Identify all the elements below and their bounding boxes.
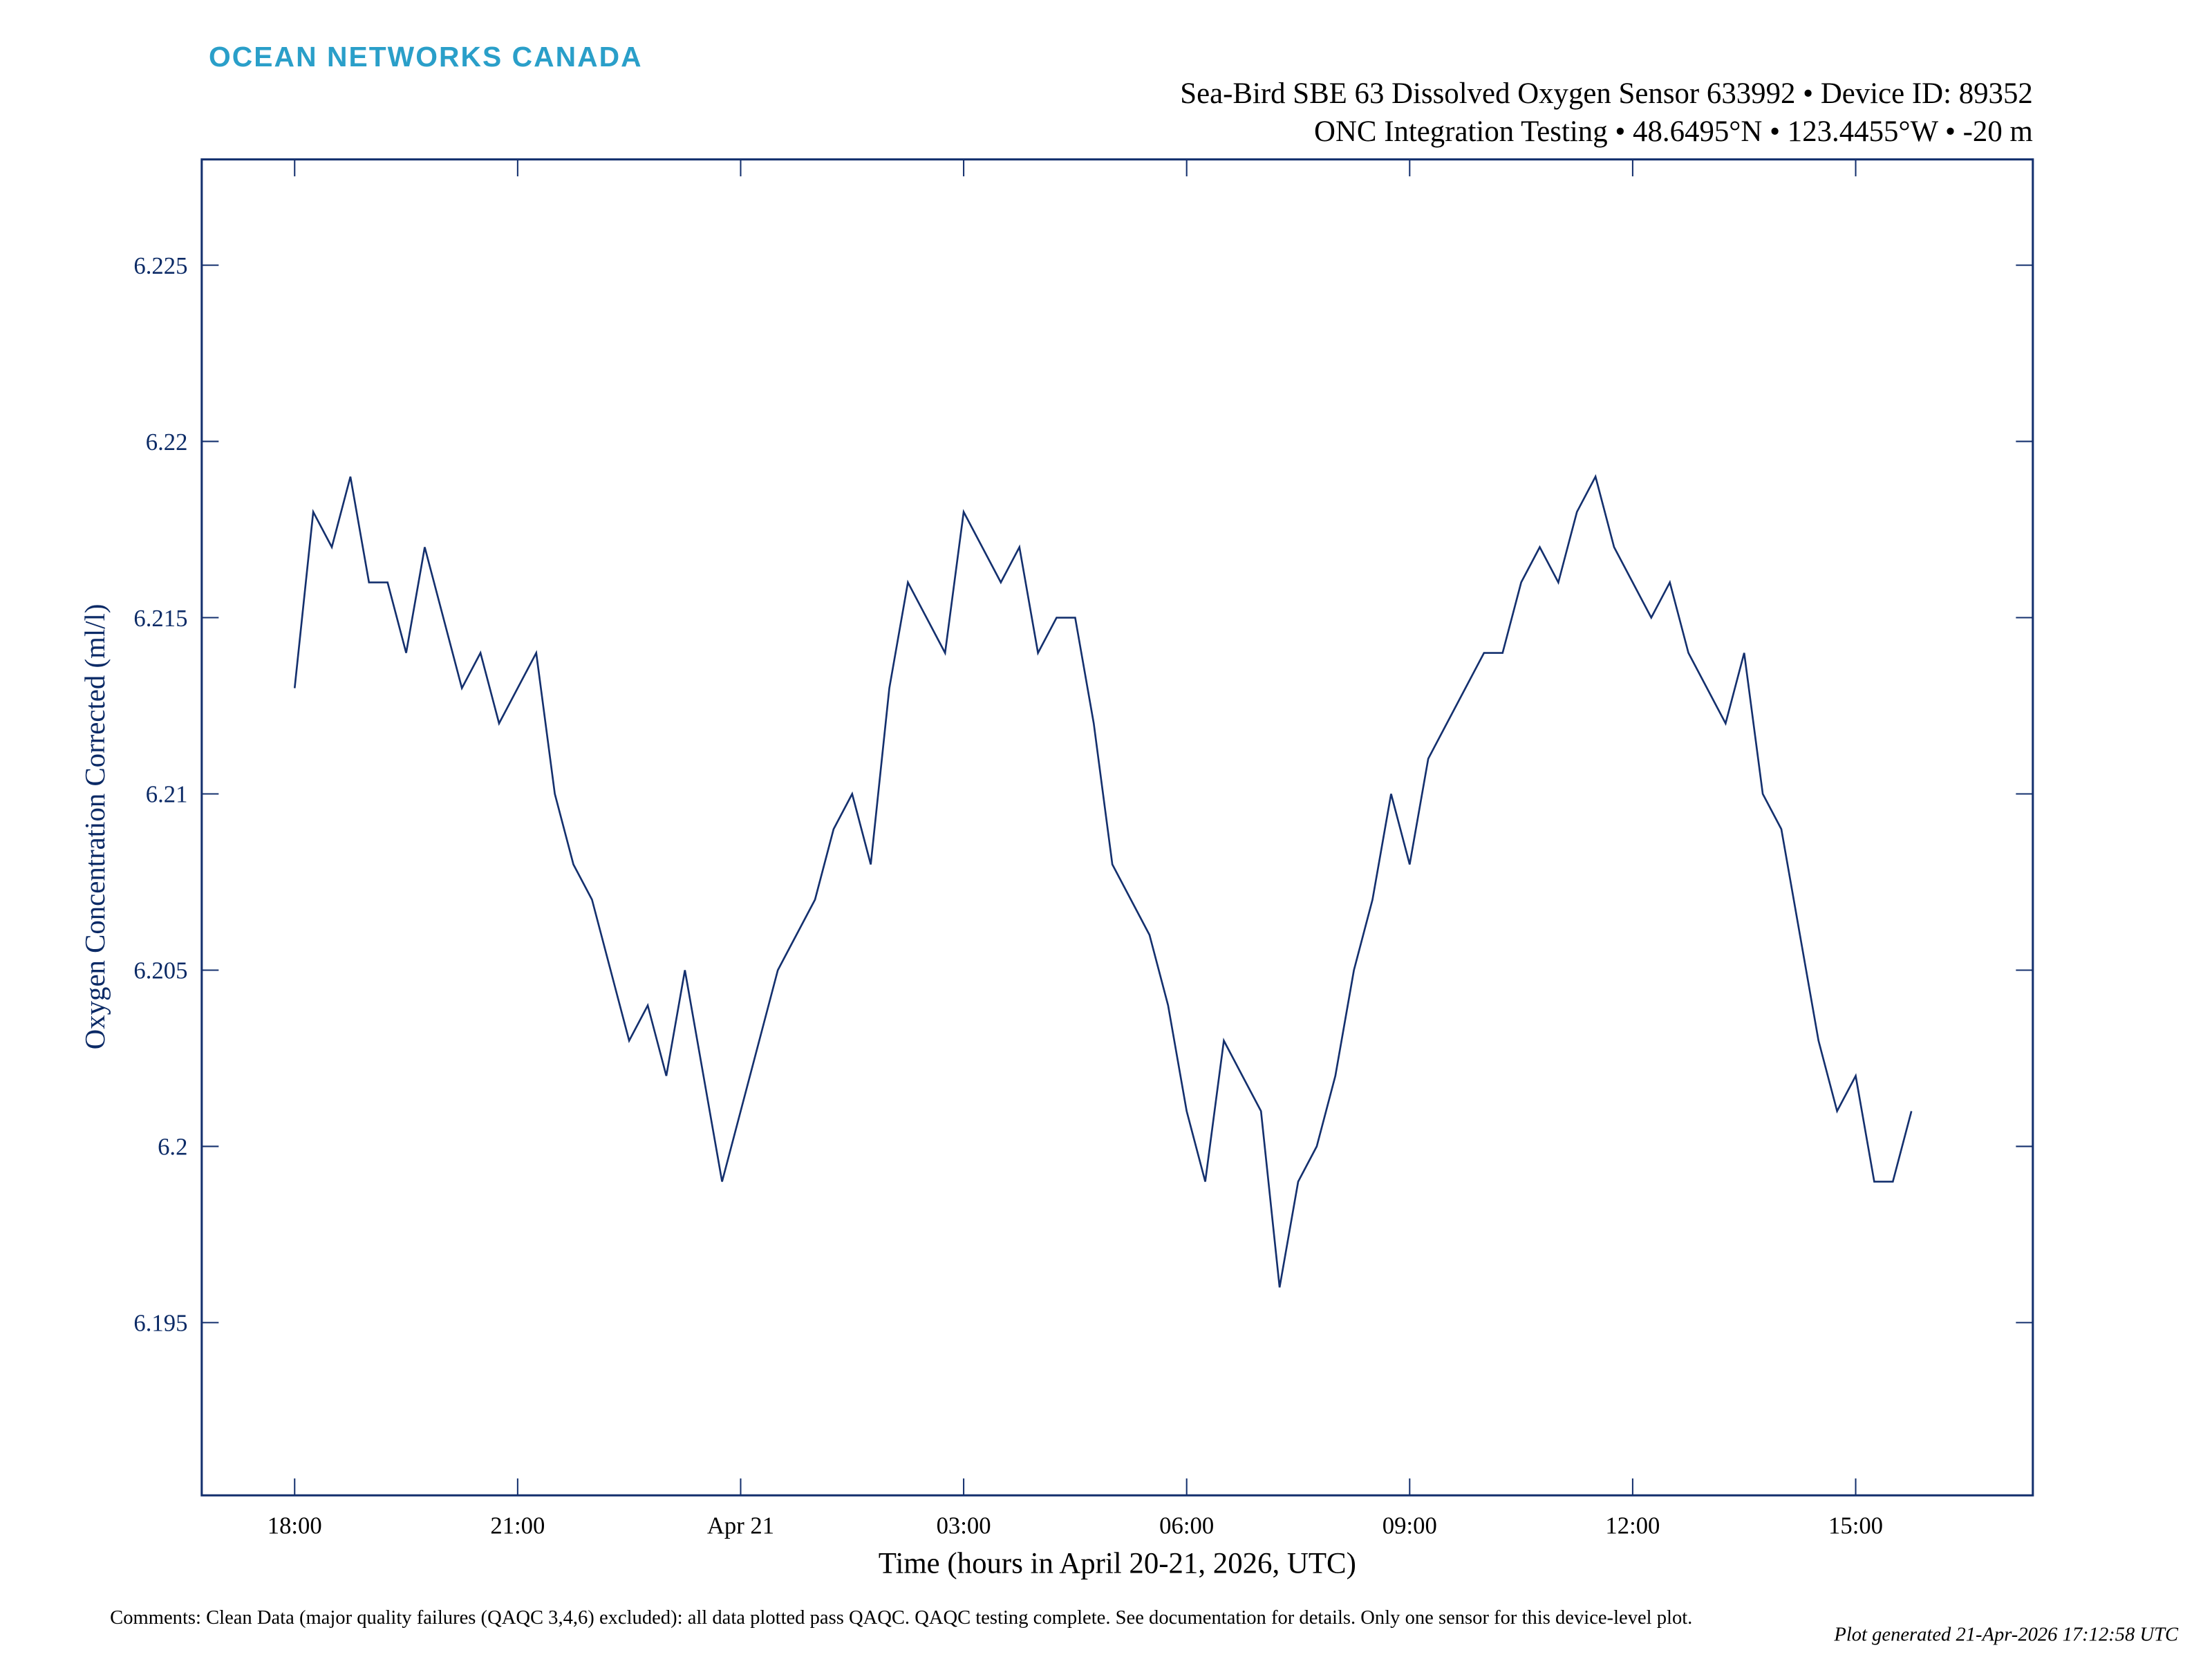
x-tick-label: 21:00: [490, 1512, 545, 1539]
y-tick-label: 6.225: [133, 252, 187, 279]
chart-title: Sea-Bird SBE 63 Dissolved Oxygen Sensor …: [1180, 77, 2033, 110]
x-tick-label: Apr 21: [707, 1512, 774, 1539]
x-tick-label: 06:00: [1159, 1512, 1214, 1539]
y-tick-label: 6.215: [133, 605, 187, 632]
data-line: [293, 474, 1913, 1288]
generated-note: Plot generated 21-Apr-2026 17:12:58 UTC: [1833, 1624, 2179, 1645]
logo: OCEAN NETWORKS CANADA: [209, 41, 643, 73]
comments-box: Comments: Clean Data (major quality fail…: [110, 1608, 1693, 1630]
x-tick-label: 15:00: [1828, 1512, 1883, 1539]
y-tick-label: 6.22: [146, 429, 188, 456]
x-tick-label: 18:00: [268, 1512, 322, 1539]
y-axis-label: Oxygen Concentration Corrected (ml/l): [79, 604, 111, 1050]
chart-subtitle: ONC Integration Testing • 48.6495°N • 12…: [1314, 115, 2033, 148]
y-tick-label: 6.2: [158, 1134, 187, 1161]
x-tick-label: 09:00: [1382, 1512, 1437, 1539]
y-tick-label: 6.21: [146, 781, 188, 808]
x-tick-label: 03:00: [937, 1512, 991, 1539]
y-tick-label: 6.205: [133, 957, 187, 984]
x-axis-label: Time (hours in April 20-21, 2026, UTC): [879, 1548, 1356, 1580]
plot-frame: [200, 158, 2034, 1497]
y-tick-label: 6.195: [133, 1310, 187, 1337]
x-tick-label: 12:00: [1605, 1512, 1660, 1539]
comments: Comments: Clean Data (major quality fail…: [110, 1608, 1693, 1630]
